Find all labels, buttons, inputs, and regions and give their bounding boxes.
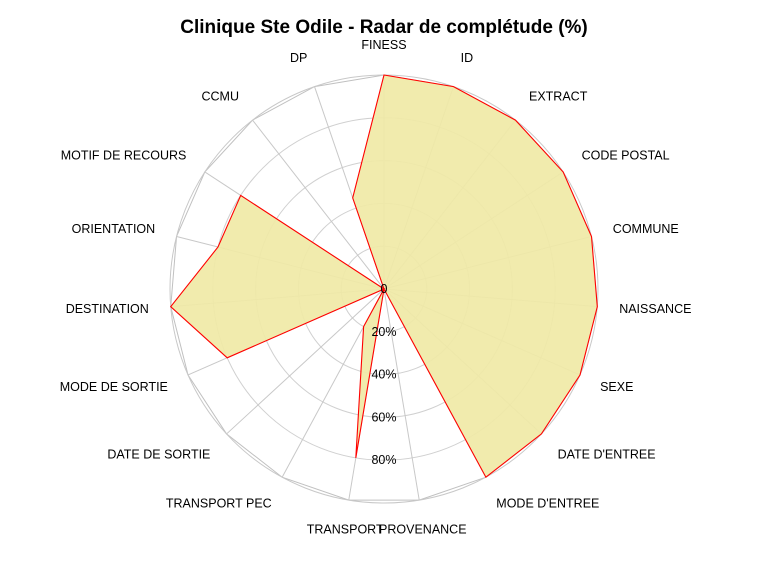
axis-label-14: DESTINATION <box>66 302 149 316</box>
ring-label-1: 20% <box>371 325 396 339</box>
axis-label-2: EXTRACT <box>529 89 588 103</box>
axis-label-4: COMMUNE <box>613 222 679 236</box>
axis-label-11: TRANSPORT PEC <box>166 497 272 511</box>
axis-label-17: CCMU <box>202 89 240 103</box>
series-layer <box>169 74 598 479</box>
ring-label-layer: 0 20% 40% 60% 80% <box>371 282 396 467</box>
axis-label-1: ID <box>461 51 474 65</box>
axis-label-5: NAISSANCE <box>619 302 691 316</box>
ring-label-0: 0 <box>381 282 388 296</box>
axis-label-15: ORIENTATION <box>72 222 156 236</box>
axis-label-8: MODE D'ENTREE <box>496 497 599 511</box>
axis-label-6: SEXE <box>600 380 633 394</box>
axis-label-13: MODE DE SORTIE <box>60 380 168 394</box>
axis-label-7: DATE D'ENTREE <box>558 447 656 461</box>
axis-label-10: TRANSPORT <box>307 523 384 537</box>
axis-label-9: PROVENANCE <box>379 523 467 537</box>
ring-label-3: 60% <box>371 410 396 424</box>
ring-label-2: 40% <box>371 368 396 382</box>
chart-title: Clinique Ste Odile - Radar de complétude… <box>180 17 588 38</box>
axis-label-layer: FINESS ID EXTRACT CODE POSTAL COMMUNE NAISSAN… <box>60 38 692 537</box>
series-polygon-0 <box>169 74 598 479</box>
spoke-17 <box>252 119 385 290</box>
axis-label-12: DATE DE SORTIE <box>107 447 210 461</box>
axis-label-16: MOTIF DE RECOURS <box>61 149 187 163</box>
spoke-9 <box>383 288 420 501</box>
spoke-12 <box>226 288 385 435</box>
axis-label-18: DP <box>290 51 307 65</box>
ring-label-4: 80% <box>371 453 396 467</box>
axis-label-3: CODE POSTAL <box>582 149 670 163</box>
axis-label-0: FINESS <box>361 38 406 52</box>
